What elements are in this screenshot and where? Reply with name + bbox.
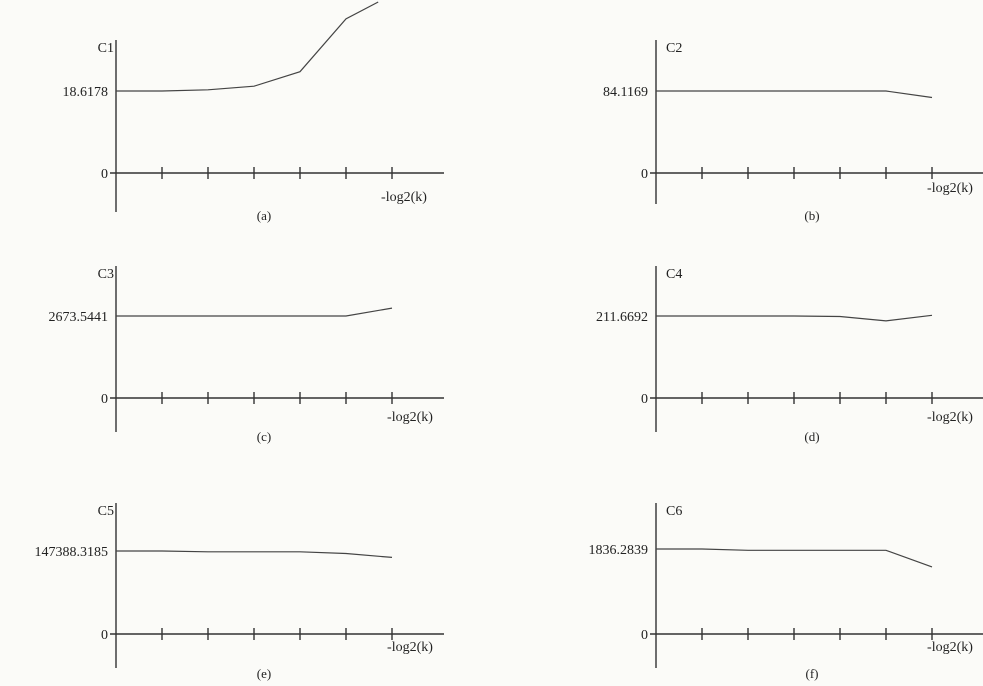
panel-4-y-label: C4 [666, 267, 682, 282]
panel-5-y-tick-label-ref: 147388.3185 [35, 545, 109, 560]
panel-6-series-line [656, 548, 933, 568]
panel-4-x-label: -log2(k) [927, 410, 973, 425]
panel-6-y-tick-label-ref: 1836.2839 [589, 543, 649, 558]
panel-3-y-label: C3 [98, 267, 114, 282]
panel-6-y-label: C6 [666, 504, 682, 519]
panel-1-y-label: C1 [98, 41, 114, 56]
panel-4-series-line [656, 314, 933, 322]
panel-1-y-tick-label-zero: 0 [101, 167, 108, 182]
panel-5-x-label: -log2(k) [387, 640, 433, 655]
panel-6-caption: (f) [806, 666, 819, 681]
panel-1-y-tick-label-ref: 18.6178 [63, 85, 109, 100]
panel-6-y-tick-label-zero: 0 [641, 628, 648, 643]
panel-6-x-label: -log2(k) [927, 640, 973, 655]
panel-2-caption: (b) [804, 208, 819, 223]
panel-3-x-label: -log2(k) [387, 410, 433, 425]
panel-3-y-tick-label-zero: 0 [101, 392, 108, 407]
panel-4-y-tick-label-zero: 0 [641, 392, 648, 407]
panel-2-series-line [656, 90, 933, 99]
panel-5-series-line [116, 550, 393, 558]
panel-4-y-tick-label-ref: 211.6692 [596, 310, 648, 325]
panel-1-series-line [116, 1, 379, 92]
panel-3-series-line [116, 307, 393, 317]
panel-3-y-tick-label-ref: 2673.5441 [49, 310, 109, 325]
panel-3-caption: (c) [257, 429, 271, 444]
panel-1-x-label: -log2(k) [381, 190, 427, 205]
panel-2-y-tick-label-ref: 84.1169 [603, 85, 648, 100]
panel-4-caption: (d) [804, 429, 819, 444]
panel-2-x-label: -log2(k) [927, 181, 973, 196]
panel-2-y-label: C2 [666, 41, 682, 56]
panel-5-y-label: C5 [98, 504, 114, 519]
panel-2-y-tick-label-zero: 0 [641, 167, 648, 182]
panel-1-caption: (a) [257, 208, 271, 223]
panel-5-y-tick-label-zero: 0 [101, 628, 108, 643]
panel-5-caption: (e) [257, 666, 271, 681]
